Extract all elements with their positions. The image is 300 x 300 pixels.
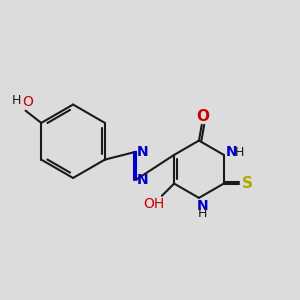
Text: H: H <box>198 207 207 220</box>
Text: S: S <box>242 176 253 191</box>
Text: N: N <box>136 145 148 159</box>
Text: H: H <box>12 94 22 107</box>
Text: OH: OH <box>144 196 165 211</box>
Text: N: N <box>226 145 237 159</box>
Text: N: N <box>196 199 208 213</box>
Text: N: N <box>136 173 148 187</box>
Text: O: O <box>22 95 33 109</box>
Text: H: H <box>235 146 244 159</box>
Text: O: O <box>196 109 209 124</box>
